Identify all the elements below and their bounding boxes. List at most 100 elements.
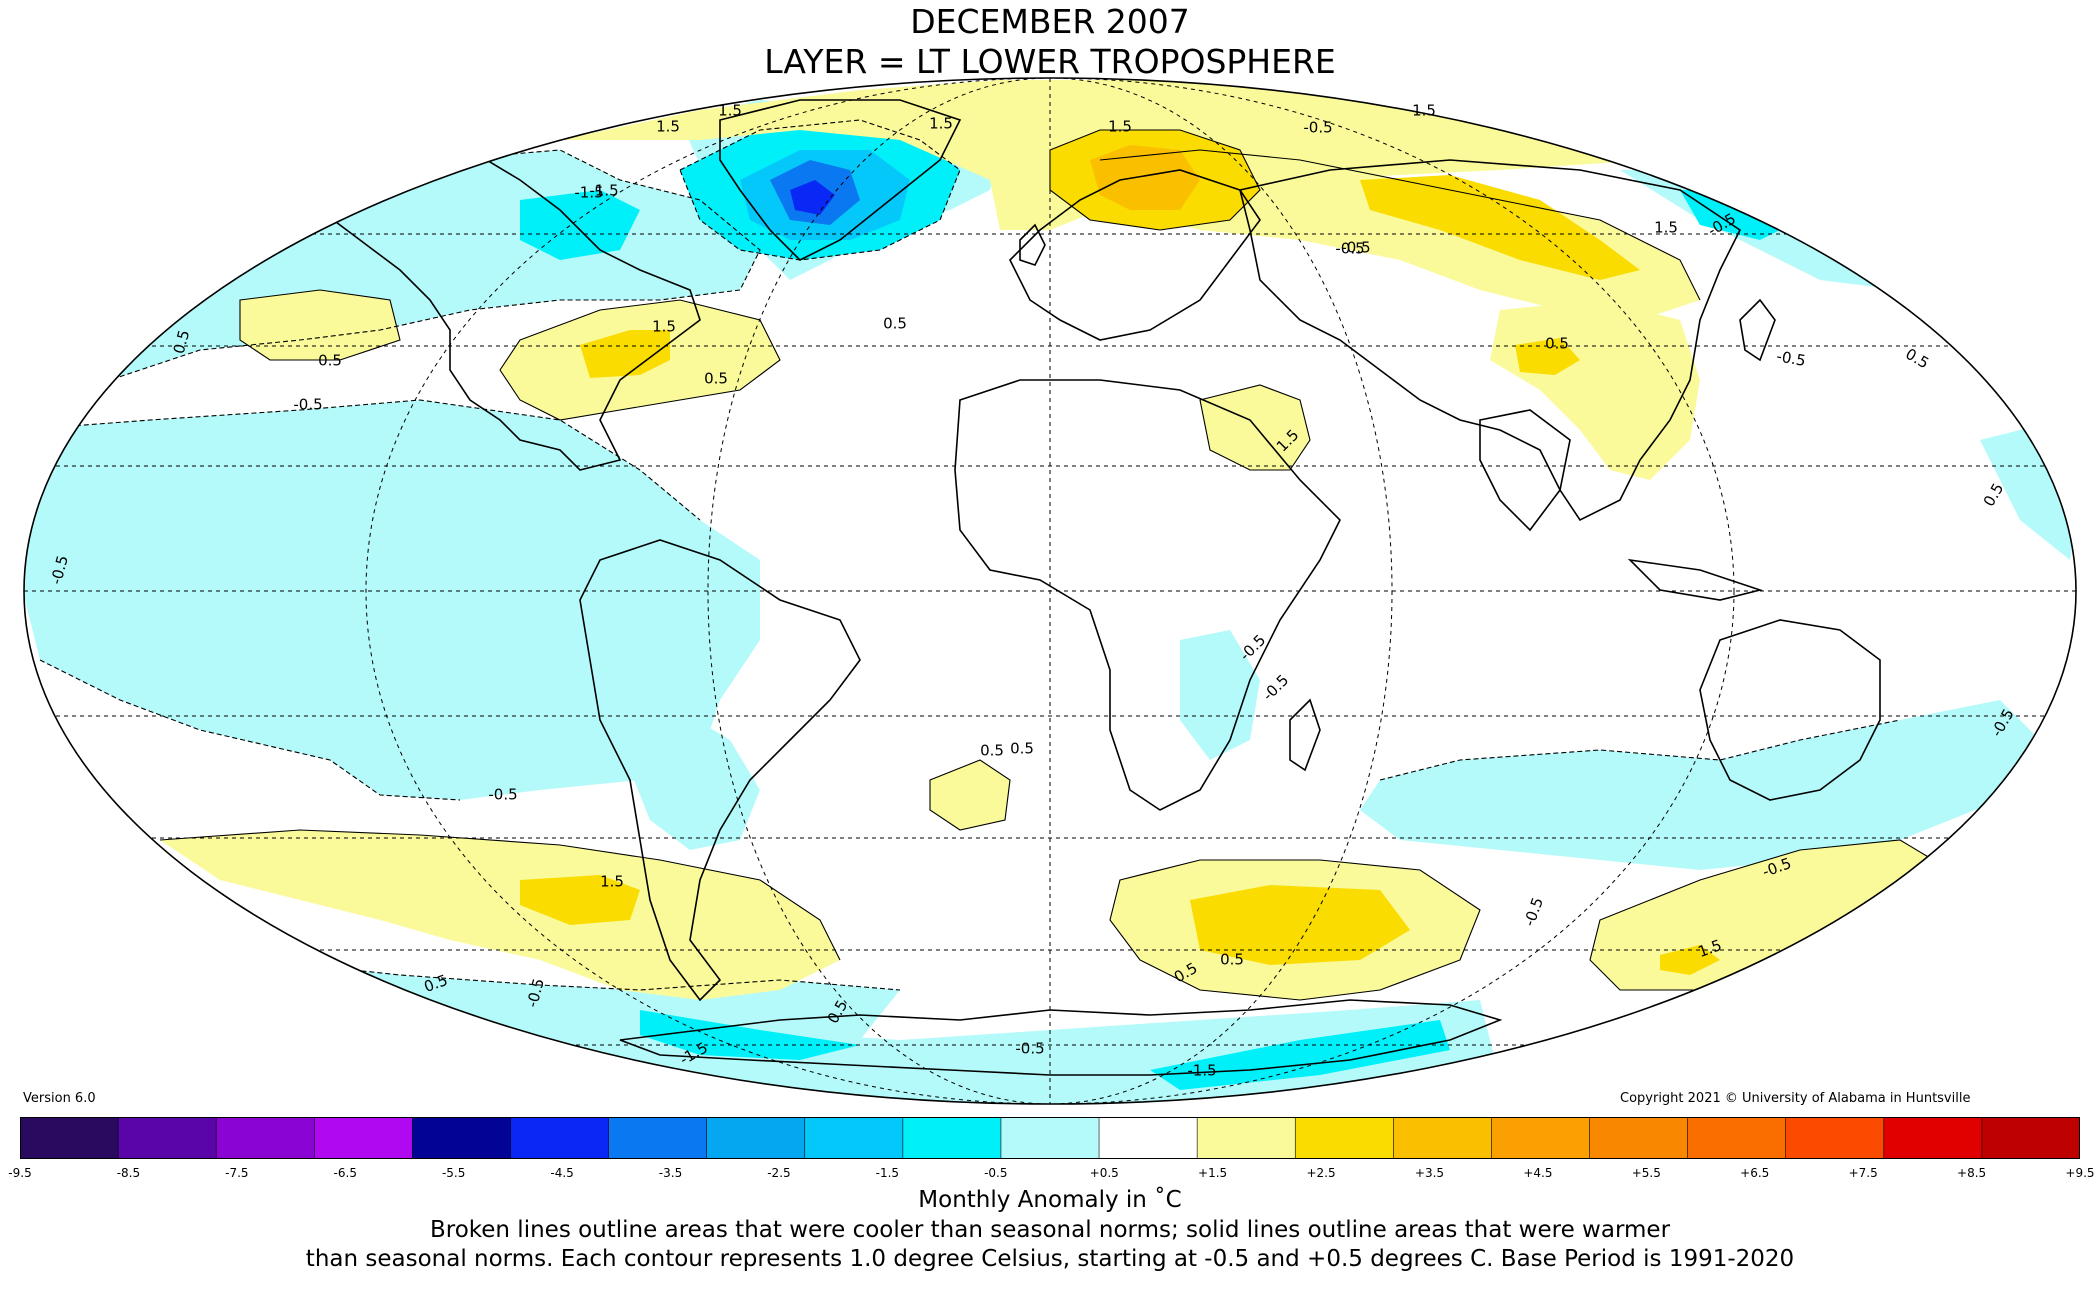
contour-label: -0.5 <box>1015 1040 1044 1058</box>
colorbar-swatch <box>1294 1117 1395 1159</box>
map-title-layer: LAYER = LT LOWER TROPOSPHERE <box>764 42 1336 81</box>
colorbar-tick-label: -4.5 <box>550 1166 574 1180</box>
japan-outline <box>1739 298 1776 362</box>
contour-label: 1.5 <box>1654 219 1678 237</box>
contour-label: 1.5 <box>600 873 624 891</box>
warm-area-africa <box>1200 385 1310 470</box>
contour-label: -1.5 <box>574 184 603 202</box>
warm-area-russia-gold <box>1360 175 1640 280</box>
warm-area-us-core <box>580 330 670 378</box>
colorbar-swatch <box>1393 1117 1493 1159</box>
colorbar-tick-label: -5.5 <box>441 1166 466 1180</box>
colorbar-swatch <box>510 1117 610 1159</box>
warm-area-south-pacific-gold <box>520 875 640 925</box>
caption-line-1: Broken lines outline areas that were coo… <box>429 1217 1671 1243</box>
colorbar-tick-label: -1.5 <box>875 1166 900 1180</box>
colorbar-tick-label: -2.5 <box>767 1166 791 1180</box>
colorbar-tick-label: -3.5 <box>658 1166 683 1180</box>
contour-label: 0.5 <box>1010 740 1034 758</box>
colorbar-swatch <box>1883 1117 1983 1159</box>
greenland-outline <box>719 99 962 261</box>
colorbar-swatch <box>20 1117 119 1159</box>
colorbar-tick-label: -7.5 <box>225 1166 249 1180</box>
north-america-outline <box>298 149 701 471</box>
colorbar-swatch <box>1687 1117 1787 1159</box>
colorbar-swatch <box>412 1117 512 1159</box>
colorbar-tick-label: -9.5 <box>8 1166 32 1180</box>
contour-label: -0.5 <box>1341 239 1370 257</box>
contour-label: 1.5 <box>656 118 680 136</box>
contour-label: -0.5 <box>1303 119 1332 137</box>
colorbar-swatch <box>117 1117 217 1159</box>
warm-area-china <box>1515 338 1580 375</box>
colorbar-tick-label: +3.5 <box>1414 1166 1445 1180</box>
map-border <box>23 77 2077 1105</box>
warm-area-south-indian-gold <box>1660 945 1720 975</box>
cool-area-greenland-min <box>790 180 835 215</box>
colorbar-frame <box>20 1117 2080 1159</box>
new-zealand-outline <box>1949 839 1991 892</box>
colorbar-swatch <box>902 1117 1002 1159</box>
cool-area-southern-ocean-cyan <box>640 1010 860 1060</box>
colorbar-swatch <box>804 1117 904 1159</box>
copyright-label: Copyright 2021 © University of Alabama i… <box>1620 1091 1971 1106</box>
colorbar-tick-label: -6.5 <box>333 1166 357 1180</box>
colorbar-swatch <box>608 1117 708 1159</box>
warm-area-atlantic-south <box>930 760 1010 830</box>
colorbar-swatch <box>1196 1117 1297 1159</box>
colorbar-swatch <box>215 1117 316 1159</box>
contour-label: 0.5 <box>1545 335 1569 353</box>
indonesia-outline <box>1627 558 1763 601</box>
colorbar-swatch <box>1981 1117 2080 1159</box>
caption-line-2: than seasonal norms. Each contour repres… <box>305 1246 1795 1272</box>
contour-label: -0.5 <box>1775 347 1807 370</box>
contour-label: 0.5 <box>704 370 728 388</box>
cool-area-east-africa <box>1180 630 1260 760</box>
contour-label: 1.5 <box>652 318 676 336</box>
colorbar <box>20 1117 2080 1159</box>
cool-area-antarctic-cyan <box>1150 1020 1450 1090</box>
version-label: Version 6.0 <box>23 1091 96 1106</box>
colorbar-tick-label: +4.5 <box>1523 1166 1553 1180</box>
south-america-outline <box>579 539 861 1002</box>
contour-label: 0.5 <box>883 315 907 333</box>
contour-label: 0.5 <box>1220 951 1244 969</box>
colorbar-tick-label: +5.5 <box>1631 1166 1661 1180</box>
antarctica-outline <box>619 999 1503 1076</box>
colorbar-tick-label: +0.5 <box>1089 1166 1119 1180</box>
europe-outline <box>1009 169 1261 341</box>
britain-outline <box>1019 223 1046 266</box>
cool-area-baffin <box>520 190 640 260</box>
cool-area-south-atlantic-east <box>620 700 760 850</box>
colorbar-tick-label: +1.5 <box>1198 1166 1228 1180</box>
colorbar-tick-label: -0.5 <box>984 1166 1008 1180</box>
colorbar-tick-label: +6.5 <box>1740 1166 1770 1180</box>
colorbar-tick-label: +2.5 <box>1306 1166 1336 1180</box>
contour-label: 1.5 <box>929 115 953 133</box>
contour-label: 1.5 <box>718 102 742 120</box>
contour-label: -1.5 <box>1187 1062 1216 1080</box>
cool-area-pacific <box>24 400 760 800</box>
australia-outline <box>1699 619 1881 801</box>
colorbar-tick-label: -8.5 <box>116 1166 141 1180</box>
colorbar-swatch <box>1000 1117 1100 1159</box>
contour-label: 1.5 <box>1108 118 1132 136</box>
colorbar-swatch <box>1098 1117 1198 1159</box>
contour-label: -0.5 <box>1335 240 1364 258</box>
colorbar-tick-label: +9.5 <box>2065 1166 2095 1180</box>
colorbar-swatch <box>1785 1117 1885 1159</box>
graticule <box>24 78 2076 1104</box>
colorbar-swatch <box>313 1117 414 1159</box>
contour-label: 1.5 <box>1412 102 1436 120</box>
india-outline <box>1479 409 1571 532</box>
contour-label: -0.5 <box>488 786 517 804</box>
colorbar-units-label: Monthly Anomaly in ˚C <box>918 1187 1182 1213</box>
colorbar-swatch <box>1491 1117 1591 1159</box>
colorbar-tick-label: +7.5 <box>1848 1166 1878 1180</box>
contour-label: 0.5 <box>980 742 1004 760</box>
colorbar-swatch <box>706 1117 806 1159</box>
contour-label: 0.5 <box>318 352 342 370</box>
warm-area-south-atlantic-gold <box>1190 885 1410 965</box>
contour-label: 0.5 <box>170 328 194 356</box>
